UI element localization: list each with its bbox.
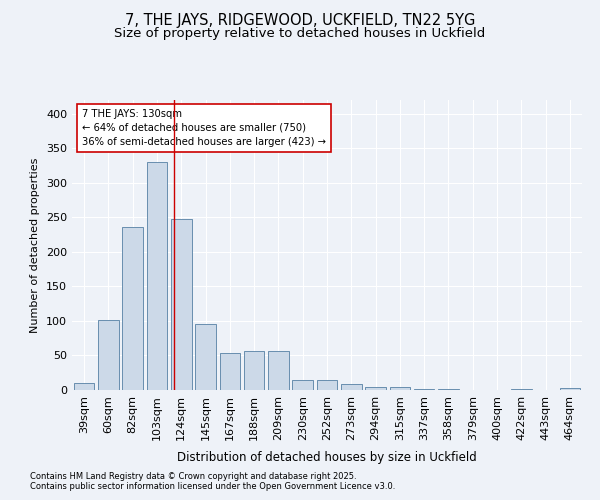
Text: 7 THE JAYS: 130sqm
← 64% of detached houses are smaller (750)
36% of semi-detach: 7 THE JAYS: 130sqm ← 64% of detached hou… [82, 108, 326, 146]
Bar [244, 352, 265, 390]
Bar [268, 350, 289, 390]
Bar [341, 384, 362, 390]
Bar [389, 387, 410, 390]
Bar [414, 388, 434, 390]
Text: Size of property relative to detached houses in Uckfield: Size of property relative to detached ho… [115, 28, 485, 40]
Bar [122, 227, 143, 390]
Bar [511, 388, 532, 390]
Bar [220, 352, 240, 390]
Bar [171, 219, 191, 390]
Bar [292, 380, 313, 390]
Y-axis label: Number of detached properties: Number of detached properties [31, 158, 40, 332]
Bar [317, 380, 337, 390]
Bar [195, 324, 216, 390]
Bar [98, 320, 119, 390]
Bar [365, 387, 386, 390]
Bar [146, 162, 167, 390]
Text: Distribution of detached houses by size in Uckfield: Distribution of detached houses by size … [177, 451, 477, 464]
Text: Contains public sector information licensed under the Open Government Licence v3: Contains public sector information licen… [30, 482, 395, 491]
Text: Contains HM Land Registry data © Crown copyright and database right 2025.: Contains HM Land Registry data © Crown c… [30, 472, 356, 481]
Text: 7, THE JAYS, RIDGEWOOD, UCKFIELD, TN22 5YG: 7, THE JAYS, RIDGEWOOD, UCKFIELD, TN22 5… [125, 12, 475, 28]
Bar [560, 388, 580, 390]
Bar [74, 383, 94, 390]
